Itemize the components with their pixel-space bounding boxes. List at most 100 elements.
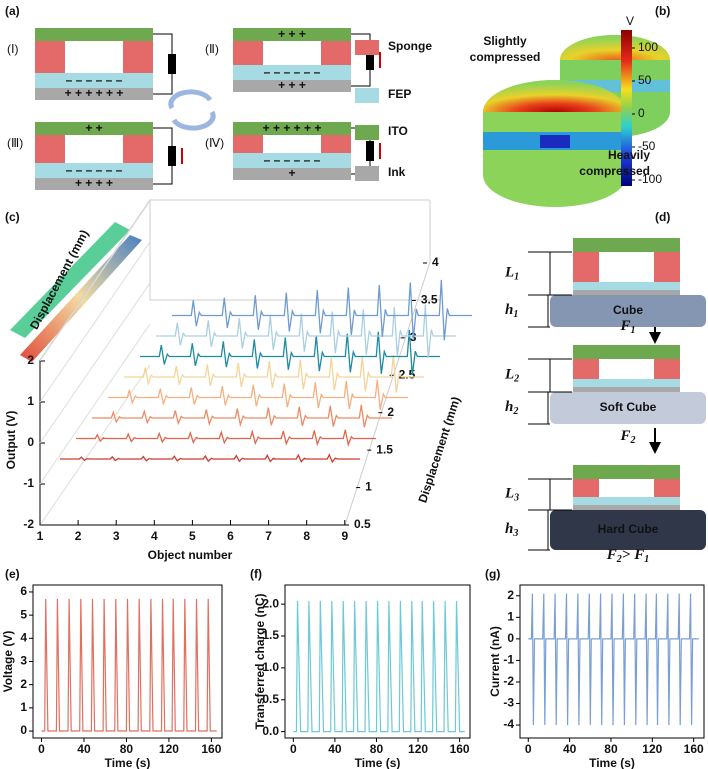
sponge <box>573 359 599 379</box>
model-label: compressed <box>470 50 541 64</box>
subscript: 2 <box>512 406 518 417</box>
axis-title: Time (s) <box>355 756 401 769</box>
y-tick-label: 1.0 <box>262 660 279 674</box>
sponge <box>35 41 65 73</box>
legend-label: ITO <box>388 124 408 138</box>
sponge <box>654 359 680 379</box>
length-label: L2 <box>504 367 519 385</box>
panel-label: (d) <box>655 210 670 224</box>
axis-title: Time (s) <box>105 756 151 769</box>
charges: + + + + <box>75 176 113 190</box>
subscript: 3 <box>513 493 519 504</box>
fep <box>35 73 153 88</box>
symbol: L <box>504 265 514 281</box>
trace <box>60 453 360 464</box>
subscript: 1 <box>514 272 519 283</box>
colorbar-label: 50 <box>638 73 652 87</box>
panel-label: (e) <box>5 567 20 581</box>
x-tick-label: 120 <box>159 742 179 756</box>
x-tick-label: 7 <box>265 529 272 543</box>
panel-label: (a) <box>5 4 20 18</box>
ink <box>233 80 351 92</box>
ito <box>233 122 351 135</box>
y-tick-label: -3 <box>503 696 514 710</box>
y-tick-label: 0 <box>507 631 514 645</box>
grid-line <box>39 323 151 485</box>
model-label: Slightly <box>483 34 527 48</box>
fep <box>573 282 680 290</box>
cube <box>550 392 706 424</box>
z-tick-label: 2 <box>387 405 394 419</box>
grid-line <box>39 282 151 444</box>
x-tick-label: 120 <box>642 742 662 756</box>
x-tick-label: 5 <box>189 529 196 543</box>
legend-swatch <box>355 125 379 140</box>
x-tick-label: 120 <box>408 742 428 756</box>
z-tick-label: 2.5 <box>399 367 416 381</box>
state-label: (Ⅱ) <box>205 42 219 56</box>
symbol: F <box>633 547 644 563</box>
x-tick-label: 2 <box>75 529 82 543</box>
x-tick-label: 80 <box>120 742 134 756</box>
grid-line <box>39 241 151 403</box>
surface <box>560 35 670 60</box>
dimension <box>528 251 572 328</box>
trace <box>76 429 376 447</box>
force-label: F1 <box>619 318 635 336</box>
dimension <box>528 478 572 551</box>
z-tick-label: 1 <box>365 480 372 494</box>
x-tick-label: 80 <box>370 742 384 756</box>
subscript: 1 <box>644 554 649 565</box>
sponge <box>233 41 263 65</box>
y-tick-label: 2 <box>27 353 34 367</box>
slab <box>540 135 570 148</box>
fep <box>35 163 153 178</box>
colorbar-label: 0 <box>638 106 645 120</box>
ink <box>233 168 351 180</box>
force-label: F2 <box>619 428 635 446</box>
cycle-arrows <box>168 89 216 131</box>
panel-label: (f) <box>250 567 262 581</box>
cube <box>550 295 706 327</box>
sponge <box>321 135 351 153</box>
cube-label: Cube <box>613 303 643 317</box>
charges: – – – – – – <box>264 153 321 167</box>
ito <box>35 122 153 135</box>
state-label: (Ⅳ) <box>205 136 224 150</box>
panel-label: (c) <box>5 210 20 224</box>
x-tick-label: 6 <box>227 529 234 543</box>
x-tick-label: 40 <box>328 742 342 756</box>
legend-label: Ink <box>388 165 406 179</box>
relation: F2> F1 <box>606 547 650 565</box>
z-tick-label: 0.5 <box>354 517 371 531</box>
axis <box>39 360 345 526</box>
sponge <box>573 252 599 282</box>
ink <box>573 387 680 392</box>
x-tick-label: 160 <box>201 742 221 756</box>
y-tick-label: -4 <box>503 717 514 731</box>
y-tick-label: 1.5 <box>262 628 279 642</box>
charges: – – – – – – <box>66 73 123 87</box>
sponge <box>654 479 680 497</box>
y-tick-label: 0 <box>20 723 27 737</box>
colorbar <box>621 30 632 186</box>
strip <box>20 235 142 362</box>
subscript: 1 <box>631 325 636 336</box>
sponge <box>233 135 263 153</box>
charges: – – – – – – <box>66 163 123 177</box>
y-tick-label: -2 <box>23 517 34 531</box>
fep <box>233 153 351 168</box>
x-tick-label: 160 <box>450 742 470 756</box>
subscript: 2 <box>616 554 622 565</box>
sponge <box>573 479 599 497</box>
x-tick-label: 80 <box>604 742 618 756</box>
legend-swatch <box>355 88 379 103</box>
cubes <box>10 222 130 338</box>
charges: + + + + + + <box>65 86 124 100</box>
axis-title: Transferred charge (nC) <box>253 593 267 729</box>
symbol: h <box>505 399 513 415</box>
dimension <box>528 358 572 425</box>
z-tick-label: 1.5 <box>376 442 393 456</box>
z-tick-label: 4 <box>432 255 439 269</box>
